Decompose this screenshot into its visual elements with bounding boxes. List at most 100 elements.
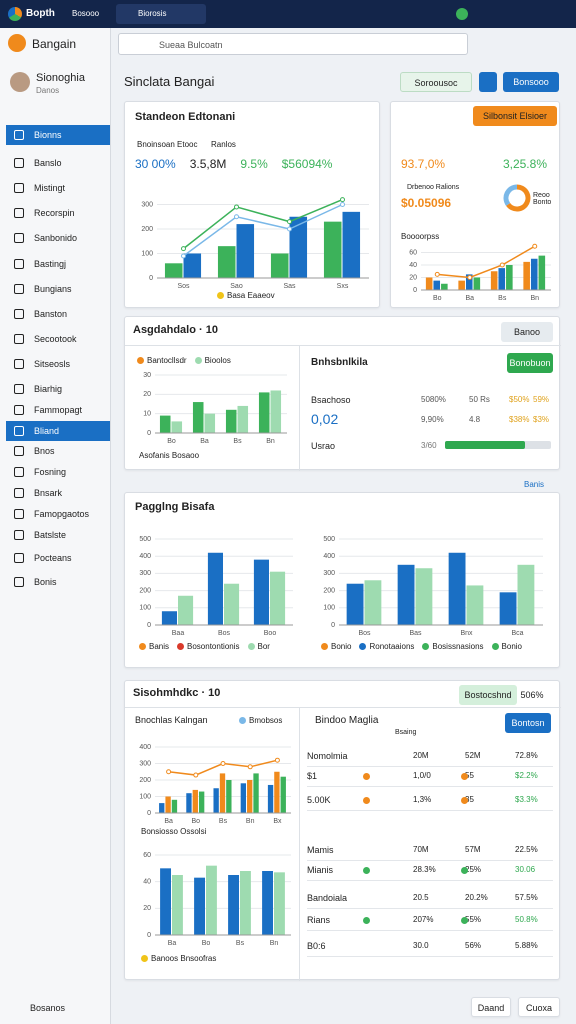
table-row: Rians 207% 55% 50.8% xyxy=(307,911,553,931)
sidebar-footer[interactable]: Bosanos xyxy=(30,1003,66,1013)
legend: Banoos Bnsoofras xyxy=(141,953,224,964)
nav-item[interactable]: Pocteans xyxy=(6,548,110,568)
legend-item: Bantocllsdr xyxy=(137,356,187,365)
app-name[interactable]: Bosooo xyxy=(72,9,100,18)
tab[interactable]: Biorosis xyxy=(116,4,206,24)
status-dot xyxy=(363,797,370,804)
nav-item[interactable]: Mistingt xyxy=(6,178,110,198)
x-tick-label: Ba xyxy=(200,438,209,445)
nav-item[interactable]: Bliand xyxy=(6,421,110,441)
action-button[interactable]: Soroousoc xyxy=(400,72,472,92)
bar xyxy=(159,803,165,813)
browser-icon[interactable] xyxy=(456,8,468,20)
bar xyxy=(240,871,251,935)
table-row: Mianis 28.3% 25% 30.06 xyxy=(307,861,553,881)
table-cell: 35 xyxy=(465,795,474,804)
nav-icon xyxy=(14,426,24,436)
x-tick-label: Bs xyxy=(219,818,228,825)
table-cell: 56% xyxy=(465,941,482,950)
nav-icon xyxy=(14,577,24,587)
bar xyxy=(204,413,216,433)
tab[interactable]: 506% xyxy=(520,690,544,700)
x-tick-label: Ba xyxy=(465,295,474,302)
button[interactable]: Banoo xyxy=(501,322,553,342)
bar xyxy=(213,788,219,813)
nav-item[interactable]: Famopgaotos xyxy=(6,504,110,524)
progress-bar xyxy=(445,441,525,449)
nav-item[interactable]: Fammopagt xyxy=(6,400,110,420)
x-tick-label: Bos xyxy=(218,630,231,637)
nav-item[interactable]: Bungians xyxy=(6,279,110,299)
bar xyxy=(178,595,194,625)
x-tick-label: Sao xyxy=(230,283,243,290)
nav-item[interactable]: Bonis xyxy=(6,572,110,592)
section-sub: Bsaing xyxy=(395,729,417,736)
nav-item[interactable]: Bionns xyxy=(6,125,110,145)
y-tick-label: 500 xyxy=(323,536,335,543)
legend-swatch xyxy=(247,643,255,651)
nav-item[interactable]: Fosning xyxy=(6,462,110,482)
panel-title[interactable]: Silbonsit Elsioer xyxy=(473,106,557,126)
nav-label: Bungians xyxy=(34,284,72,294)
nav-item[interactable]: Secootook xyxy=(6,329,110,349)
link[interactable]: Banis xyxy=(524,480,545,489)
nav-item[interactable]: Biarhig xyxy=(6,379,110,399)
table-row: Bandoiala 20.5 20.2% 57.5% xyxy=(307,889,553,909)
nav-label: Bnsark xyxy=(34,488,63,498)
bar xyxy=(198,791,205,813)
icon-button[interactable] xyxy=(479,72,497,92)
nav-icon xyxy=(14,359,24,369)
table-row: Mamis 70M 57M 22.5% xyxy=(307,841,553,861)
button[interactable]: Bontosn xyxy=(505,713,551,733)
bar xyxy=(538,255,546,290)
nav-icon xyxy=(14,467,24,477)
nav-item[interactable]: Batslste xyxy=(6,525,110,545)
stat: 93.7,0% xyxy=(401,157,446,171)
bar xyxy=(498,268,506,290)
nav-item[interactable]: Banslo xyxy=(6,153,110,173)
avatar[interactable] xyxy=(10,72,30,92)
nav-item[interactable]: Recorspin xyxy=(6,203,110,223)
status-dot xyxy=(363,917,370,924)
nav-label: Bnos xyxy=(34,446,55,456)
button[interactable]: Bonobuon xyxy=(507,353,553,373)
table-cell: 22.5% xyxy=(515,845,538,854)
bar xyxy=(425,277,433,290)
user-role: Danos xyxy=(36,86,60,95)
action-button[interactable]: Bonsooo xyxy=(503,72,559,92)
panel-title: Pagglng Bisafa xyxy=(135,501,215,513)
nav-item[interactable]: Bnsark xyxy=(6,483,110,503)
table-cell: 5.88% xyxy=(515,941,538,950)
legend-item: Bosissnasions xyxy=(422,642,484,651)
table-cell: 55 xyxy=(465,771,474,780)
legend-label: Banoos Bnsoofras xyxy=(151,954,217,963)
footer-button[interactable]: Daand xyxy=(471,997,511,1017)
legend-swatch xyxy=(139,643,146,651)
nav-icon xyxy=(14,208,24,218)
bar xyxy=(458,280,465,290)
footer-button[interactable]: Cuoxa xyxy=(518,997,560,1017)
nav-icon xyxy=(14,488,24,498)
tab[interactable]: Bostocshnd xyxy=(459,685,517,705)
line-point xyxy=(340,197,345,203)
legend-swatch xyxy=(141,955,148,963)
nav-label: Fosning xyxy=(34,467,67,477)
y-tick-label: 300 xyxy=(139,760,151,767)
line-point xyxy=(499,262,505,268)
nav-item[interactable]: Sanbonido xyxy=(6,228,110,248)
nav-label: Banston xyxy=(34,309,68,319)
nav-label: Bastingj xyxy=(34,259,67,269)
search-bar[interactable]: Sueaa Bulcoatn xyxy=(118,33,468,55)
nav-item[interactable]: Bnos xyxy=(6,441,110,461)
nav-item[interactable]: Bastingj xyxy=(6,254,110,274)
nav-icon xyxy=(14,309,24,319)
chart: 0 100 200 300 400 Ba Bo Bs Bn Bx xyxy=(139,744,291,825)
x-tick-label: Bo xyxy=(433,295,442,302)
y-tick-label: 20 xyxy=(409,274,417,281)
nav-item[interactable]: Sitseosls xyxy=(6,354,110,374)
y-tick-label: 0 xyxy=(149,275,153,282)
nav-item[interactable]: Banston xyxy=(6,304,110,324)
x-tick-label: Bs xyxy=(236,940,245,947)
y-tick-label: 300 xyxy=(141,201,153,208)
top-bar: Bopth Bosooo Biorosis xyxy=(0,0,576,28)
